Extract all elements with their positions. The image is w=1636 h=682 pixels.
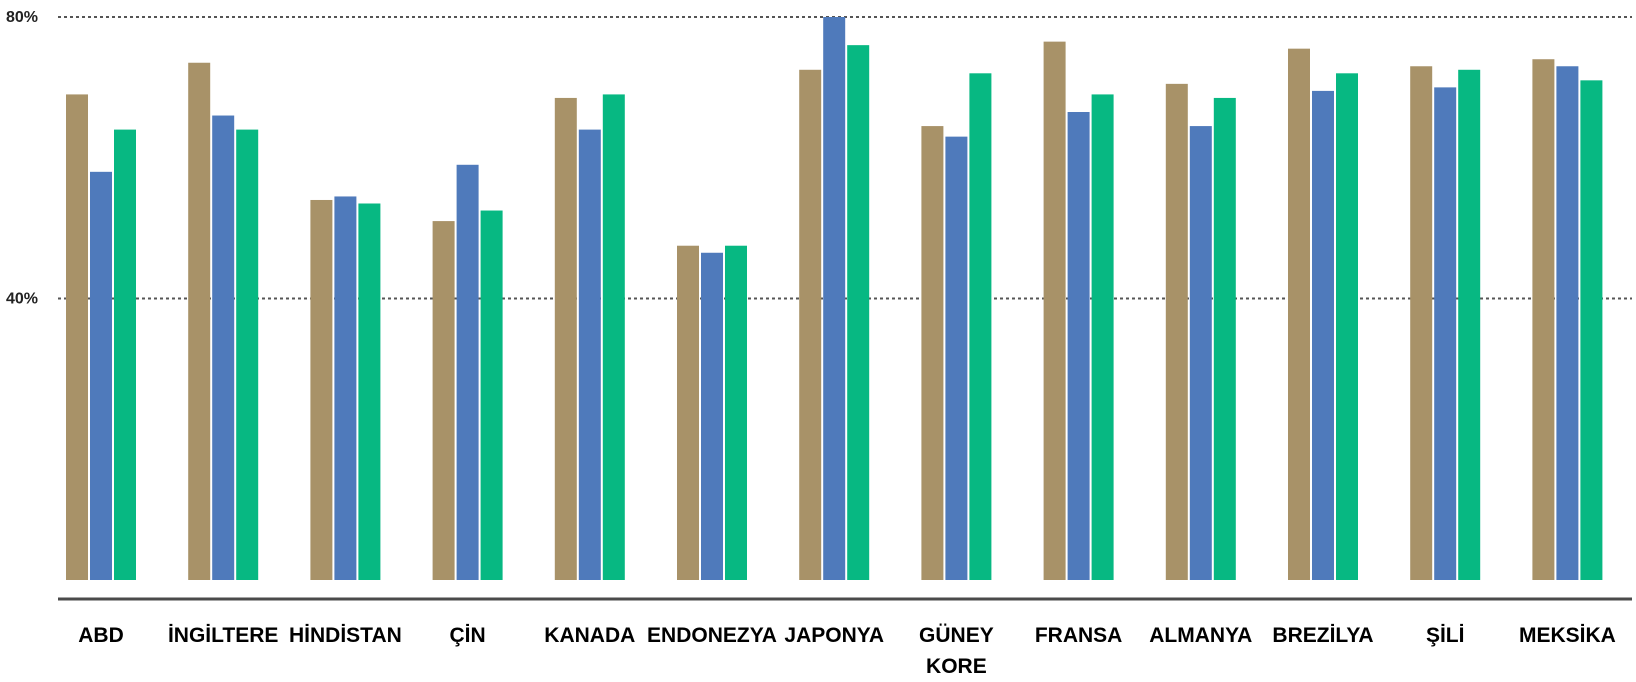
category-label: KANADA (544, 624, 635, 647)
bar-1-1 (212, 115, 235, 581)
category-label: ÇİN (450, 624, 486, 647)
bar-1-0 (188, 62, 211, 580)
category-label: ALMANYA (1149, 624, 1252, 647)
bar-0-0 (66, 94, 88, 580)
bar-8-1 (1067, 112, 1090, 580)
category-label: BREZİLYA (1272, 624, 1373, 647)
bar-8-0 (1043, 41, 1066, 581)
bar-3-0 (432, 221, 455, 580)
bar-0-1 (90, 171, 112, 580)
category-label: ŞİLİ (1426, 624, 1465, 647)
bar-9-0 (1165, 83, 1188, 580)
bar-6-1 (823, 17, 846, 580)
bar-11-1 (1434, 87, 1457, 580)
category-label: GÜNEY KORE (919, 624, 994, 678)
category-label: HİNDİSTAN (289, 624, 402, 647)
category-label: ENDONEZYA (647, 624, 777, 647)
bar-7-1 (945, 136, 968, 580)
bar-2-2 (358, 203, 381, 580)
bar-10-2 (1336, 73, 1358, 581)
category-label: FRANSA (1035, 624, 1123, 647)
category-label: İNGİLTERE (168, 624, 278, 647)
bar-12-2 (1580, 80, 1603, 581)
bar-11-2 (1458, 69, 1481, 580)
bar-11-0 (1410, 66, 1433, 580)
bar-9-1 (1189, 126, 1212, 581)
bar-1-2 (236, 129, 259, 580)
category-labels: ABD İNGİLTERE HİNDİSTAN ÇİN KANADA ENDONEZYA J… (78, 624, 1616, 678)
bar-6-2 (847, 45, 870, 580)
bars (66, 17, 1603, 581)
y-tick-label: 80% (6, 9, 38, 26)
bar-5-1 (701, 252, 723, 580)
bar-12-0 (1532, 59, 1555, 581)
bar-3-2 (480, 210, 503, 580)
y-tick-label: 40% (6, 291, 38, 308)
bar-9-2 (1213, 97, 1236, 581)
bar-4-1 (578, 129, 601, 580)
category-label: JAPONYA (784, 624, 884, 647)
bar-5-0 (677, 245, 699, 580)
category-label: ABD (78, 624, 124, 647)
bar-4-0 (554, 97, 577, 581)
bar-12-1 (1556, 66, 1579, 580)
bar-4-2 (602, 94, 625, 580)
bar-3-1 (456, 164, 479, 580)
bar-2-0 (310, 199, 333, 580)
bar-0-2 (114, 129, 136, 580)
bar-10-1 (1312, 90, 1334, 581)
bar-7-0 (921, 126, 944, 581)
category-label: MEKSİKA (1519, 624, 1616, 647)
bar-2-1 (334, 196, 357, 581)
bar-6-0 (799, 69, 822, 580)
bar-5-2 (725, 245, 747, 580)
bar-7-2 (969, 73, 992, 581)
bar-10-0 (1288, 48, 1310, 580)
bar-8-2 (1091, 94, 1114, 580)
